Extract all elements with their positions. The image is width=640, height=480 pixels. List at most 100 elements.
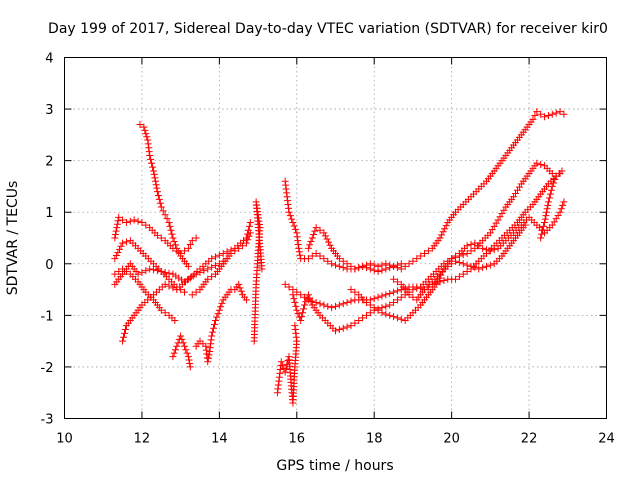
data-point — [295, 248, 303, 256]
data-point — [441, 225, 449, 233]
data-point — [188, 237, 196, 245]
data-point — [289, 219, 297, 227]
data-point — [540, 222, 548, 230]
data-point — [556, 170, 564, 178]
data-point — [111, 255, 119, 263]
data-point — [448, 260, 456, 268]
data-point — [467, 262, 475, 270]
data-point — [173, 244, 181, 252]
data-point — [161, 211, 169, 219]
data-point — [169, 284, 177, 292]
data-point — [235, 244, 243, 252]
data-point — [211, 253, 219, 261]
data-point — [299, 309, 307, 317]
data-point — [347, 297, 355, 305]
data-point — [378, 261, 386, 269]
data-point — [154, 191, 162, 199]
data-point — [438, 231, 446, 239]
data-point — [185, 356, 193, 364]
data-point — [170, 237, 178, 245]
data-point — [512, 190, 520, 198]
data-point — [297, 291, 305, 299]
data-point — [161, 268, 169, 276]
data-point — [490, 222, 498, 230]
data-point — [192, 288, 200, 296]
data-point — [311, 227, 319, 235]
data-point — [112, 227, 120, 235]
data-point — [551, 176, 559, 184]
data-point — [183, 349, 191, 357]
data-point — [188, 291, 196, 299]
data-point — [366, 301, 374, 309]
data-point — [339, 264, 347, 272]
data-point — [488, 226, 496, 234]
data-point — [153, 188, 161, 196]
data-point — [494, 216, 502, 224]
data-point — [169, 353, 177, 361]
data-point — [366, 260, 374, 268]
data-point — [186, 359, 194, 367]
data-point — [138, 268, 146, 276]
series-track-k — [273, 322, 301, 407]
data-point — [440, 277, 448, 285]
x-tick-label: 10 — [56, 432, 73, 447]
data-point — [335, 255, 343, 263]
data-point — [543, 205, 551, 213]
data-point — [492, 219, 500, 227]
data-point — [386, 301, 394, 309]
data-point — [155, 195, 163, 203]
data-point — [204, 265, 212, 273]
data-point — [397, 293, 405, 301]
data-point — [432, 280, 440, 288]
data-point — [359, 314, 367, 322]
data-point — [307, 237, 315, 245]
data-point — [204, 275, 212, 283]
data-point — [136, 121, 144, 129]
x-tick-label: 22 — [521, 432, 538, 447]
data-point — [152, 181, 160, 189]
data-point — [119, 337, 127, 345]
x-tick-label: 14 — [211, 432, 228, 447]
data-point — [204, 354, 212, 362]
data-point — [554, 211, 562, 219]
data-point — [479, 244, 487, 252]
data-point — [548, 182, 556, 190]
data-point — [304, 244, 312, 252]
data-point — [515, 183, 523, 191]
data-point — [378, 292, 386, 300]
data-point — [171, 346, 179, 354]
data-point — [452, 257, 460, 265]
data-point — [382, 302, 390, 310]
data-point — [173, 283, 181, 291]
data-point — [211, 317, 219, 325]
data-point — [208, 273, 216, 281]
y-tick-label: 0 — [45, 258, 53, 273]
data-point — [560, 198, 568, 206]
data-point — [541, 219, 549, 227]
data-point — [362, 261, 370, 269]
data-point — [542, 208, 550, 216]
data-point — [320, 255, 328, 263]
data-point — [390, 275, 398, 283]
y-tick-label: 1 — [45, 206, 53, 221]
data-point — [171, 317, 179, 325]
x-tick-labels: 10 12 14 16 18 20 22 24 — [56, 432, 615, 447]
data-point — [537, 110, 545, 118]
data-point — [320, 301, 328, 309]
data-point — [130, 216, 138, 224]
data-point — [545, 194, 553, 202]
data-point — [149, 163, 157, 171]
data-point — [498, 210, 506, 218]
series-track-g — [169, 332, 194, 371]
data-point — [282, 364, 290, 372]
data-point — [490, 246, 498, 254]
data-point — [111, 270, 119, 278]
data-points — [111, 108, 568, 407]
data-point — [184, 262, 192, 270]
data-point — [217, 303, 225, 311]
data-point — [291, 225, 299, 233]
data-point — [335, 262, 343, 270]
data-point — [175, 248, 183, 256]
data-point — [293, 306, 301, 314]
data-point — [401, 262, 409, 270]
